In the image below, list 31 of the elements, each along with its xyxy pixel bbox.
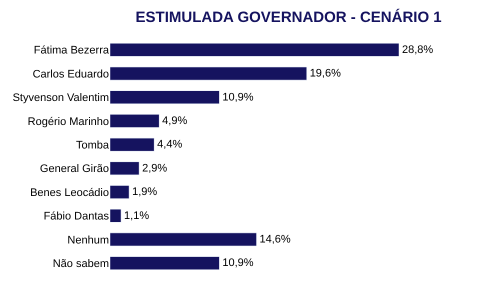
chart-title: ESTIMULADA GOVERNADOR - CENÁRIO 1 xyxy=(136,8,442,26)
bar xyxy=(110,90,220,104)
y-tick-label: Rogério Marinho xyxy=(28,116,109,128)
y-tick-label: Tomba xyxy=(76,140,110,152)
y-tick-label: Styvenson Valentim xyxy=(12,92,109,104)
data-label: 1,9% xyxy=(132,186,158,198)
y-tick-label: Carlos Eduardo xyxy=(32,68,109,80)
data-label: 10,9% xyxy=(222,257,254,270)
data-label: 2,9% xyxy=(142,162,168,174)
bar xyxy=(110,43,399,57)
data-label: 14,6% xyxy=(260,233,291,246)
data-label: 19,6% xyxy=(310,68,342,80)
data-label: 4,4% xyxy=(157,138,182,151)
y-tick-label: Benes Leocádio xyxy=(30,186,109,199)
bar xyxy=(110,114,160,128)
bar xyxy=(110,232,257,246)
data-label: 10,9% xyxy=(222,91,254,104)
bar xyxy=(110,208,122,223)
y-tick-label: Fátima Bezerra xyxy=(34,44,110,57)
data-label: 28,8% xyxy=(402,44,434,56)
bar xyxy=(110,66,307,80)
data-label: 1,1% xyxy=(124,210,150,222)
y-tick-label: Fábio Dantas xyxy=(44,210,110,223)
bar xyxy=(110,138,154,152)
bar xyxy=(110,185,130,199)
y-tick-label: Não sabem xyxy=(52,258,109,270)
y-tick-label: General Girão xyxy=(40,163,109,176)
bar xyxy=(110,256,220,270)
data-label: 4,9% xyxy=(162,114,188,127)
bar xyxy=(110,162,140,176)
y-tick-label: Nenhum xyxy=(67,234,109,246)
